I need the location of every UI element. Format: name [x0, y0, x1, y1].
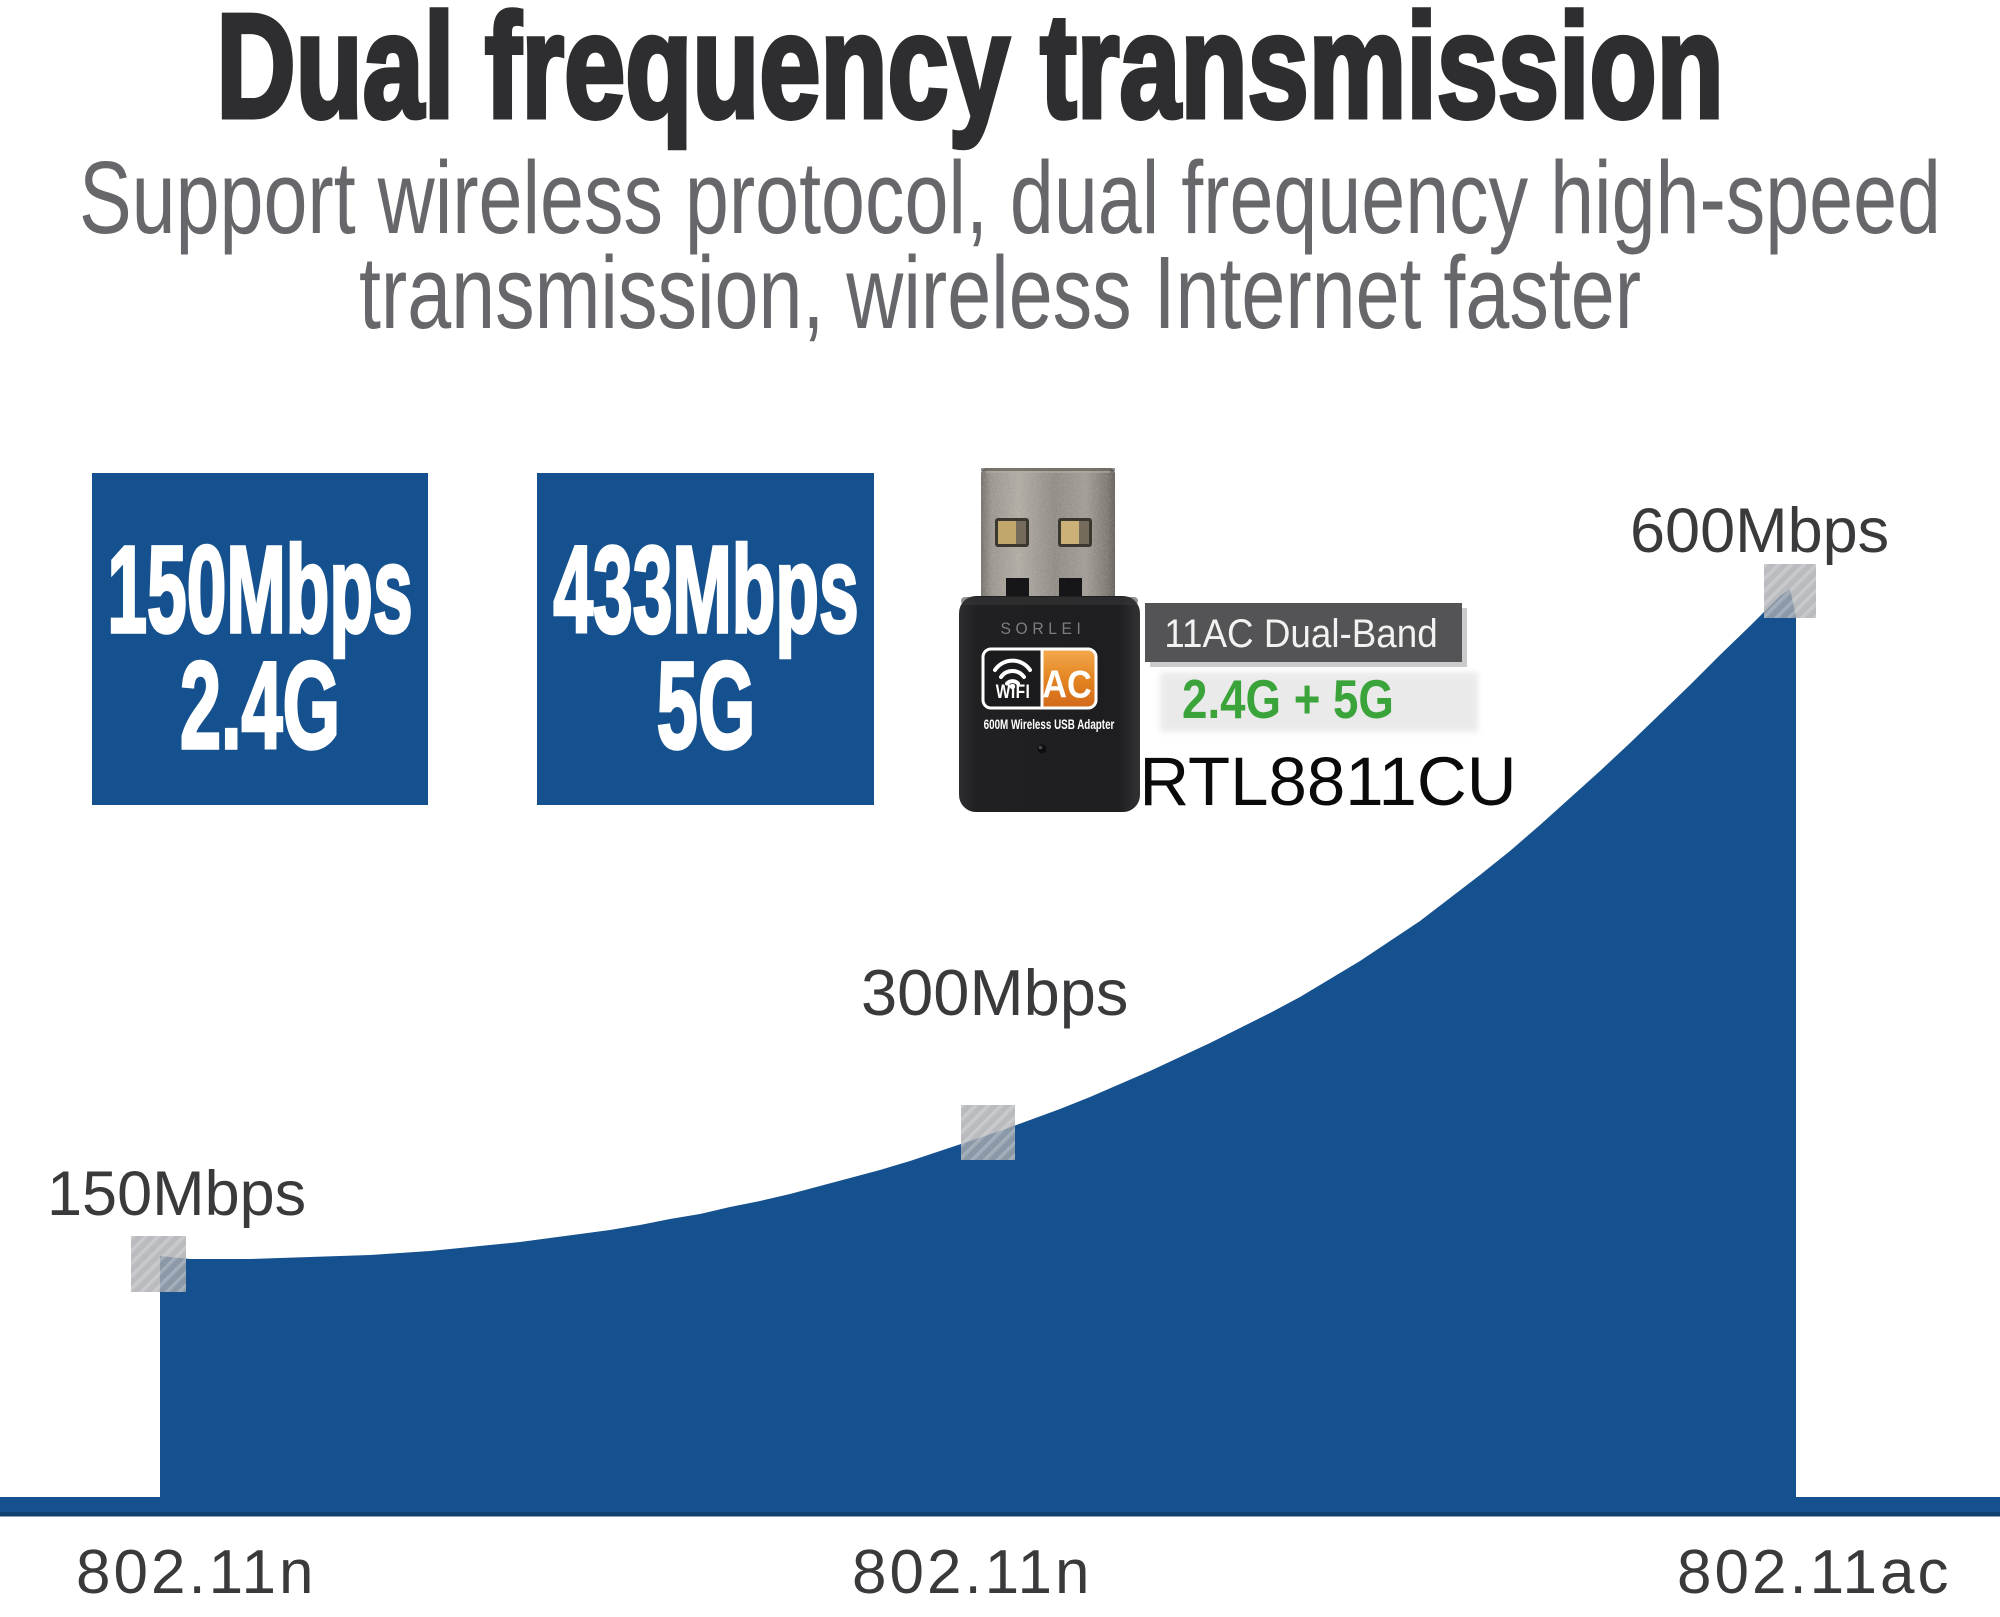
svg-text:WIFI: WIFI	[996, 681, 1030, 703]
svg-text:SORLEI: SORLEI	[1001, 619, 1086, 638]
svg-text:AC: AC	[1042, 662, 1092, 706]
svg-text:600M Wireless USB Adapter: 600M Wireless USB Adapter	[984, 716, 1115, 732]
